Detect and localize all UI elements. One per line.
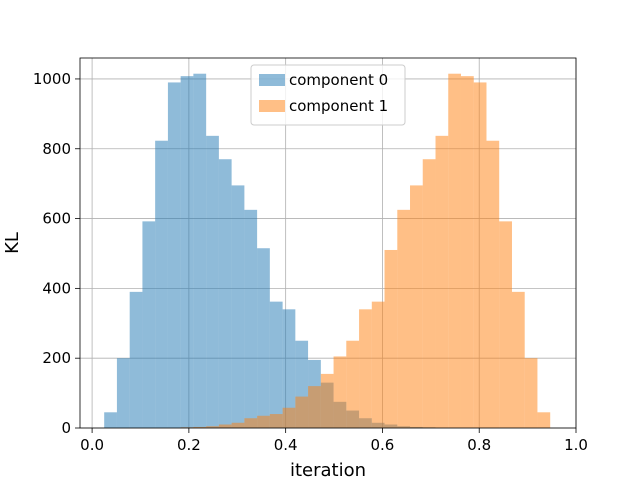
histogram-bar-series-0 xyxy=(282,309,296,428)
histogram-bar-series-1 xyxy=(244,418,258,428)
legend-label: component 0 xyxy=(289,71,388,89)
histogram-bar-series-1 xyxy=(422,159,436,428)
histogram-bar-series-1 xyxy=(435,135,449,428)
y-axis-ticks: 0 200 400 600 800 1000 xyxy=(33,70,80,437)
histogram-bar-series-0 xyxy=(142,221,156,428)
histogram-bar-series-0 xyxy=(269,301,283,428)
legend: component 0 component 1 xyxy=(250,64,406,126)
plot-frame xyxy=(79,57,577,429)
x-tick-label: 0.4 xyxy=(274,436,298,454)
x-tick-label: 1.0 xyxy=(564,436,588,454)
histogram-bar-series-0 xyxy=(206,135,219,428)
legend-swatch xyxy=(259,74,285,86)
y-tick-label: 200 xyxy=(42,349,71,367)
x-tick-label: 0.2 xyxy=(177,436,201,454)
x-tick-label: 0.8 xyxy=(467,436,491,454)
histogram-bar-series-1 xyxy=(231,422,245,428)
histogram-bar-series-1 xyxy=(193,426,207,428)
histogram-bar-series-1 xyxy=(257,415,270,428)
histogram-bar-series-0 xyxy=(180,76,194,428)
legend-swatch xyxy=(259,100,285,112)
histogram-bar-series-1 xyxy=(499,221,512,428)
histogram-bar-series-1 xyxy=(486,140,500,428)
y-tick-label: 600 xyxy=(42,210,71,228)
histogram-bar-series-0 xyxy=(257,248,270,428)
x-axis-label: iteration xyxy=(290,460,366,480)
histogram-bar-series-0 xyxy=(193,73,207,428)
histogram-bar-series-1 xyxy=(320,373,334,428)
histogram-bar-series-1 xyxy=(359,309,372,428)
histogram-bar-series-1 xyxy=(460,76,474,428)
histogram-bar-series-1 xyxy=(308,386,321,428)
histogram-bar-series-1 xyxy=(511,291,525,428)
histogram-bar-series-1 xyxy=(384,249,398,428)
histogram-bars xyxy=(104,73,551,428)
y-tick-label: 1000 xyxy=(33,70,71,88)
y-tick-label: 800 xyxy=(42,140,71,158)
histogram-bar-series-1 xyxy=(206,426,219,428)
histogram-bar-series-0 xyxy=(129,291,143,428)
histogram-bar-series-1 xyxy=(371,301,385,428)
legend-box xyxy=(250,64,406,126)
histogram-bar-series-1 xyxy=(269,414,283,428)
x-tick-label: 0.6 xyxy=(371,436,395,454)
histogram-bar-series-1 xyxy=(397,209,411,428)
histogram-bar-series-0 xyxy=(218,159,232,428)
histogram-bar-series-0 xyxy=(167,82,181,428)
histogram-bar-series-1 xyxy=(346,340,360,428)
histogram-bar-series-1 xyxy=(448,73,461,428)
y-tick-label: 0 xyxy=(61,419,71,437)
y-tick-label: 400 xyxy=(42,279,71,297)
histogram-bar-series-0 xyxy=(244,209,258,428)
histogram-bar-series-1 xyxy=(473,82,487,428)
histogram-bar-series-1 xyxy=(333,356,347,428)
histogram-bar-series-0 xyxy=(104,412,117,428)
histogram-bar-series-1 xyxy=(410,185,423,428)
histogram-bar-series-1 xyxy=(218,424,232,428)
histogram-bar-series-0 xyxy=(231,185,245,428)
legend-label: component 1 xyxy=(289,97,388,115)
histogram-bar-series-0 xyxy=(155,140,168,428)
histogram-bar-series-1 xyxy=(295,396,309,428)
histogram-bar-series-1 xyxy=(537,412,551,428)
histogram-bar-series-0 xyxy=(116,358,130,428)
histogram-bar-series-1 xyxy=(282,407,296,428)
x-axis-ticks: 0.0 0.2 0.4 0.6 0.8 1.0 xyxy=(80,428,588,454)
histogram-bar-series-1 xyxy=(524,358,538,428)
x-tick-label: 0.0 xyxy=(80,436,104,454)
y-axis-label: KL xyxy=(2,232,23,254)
